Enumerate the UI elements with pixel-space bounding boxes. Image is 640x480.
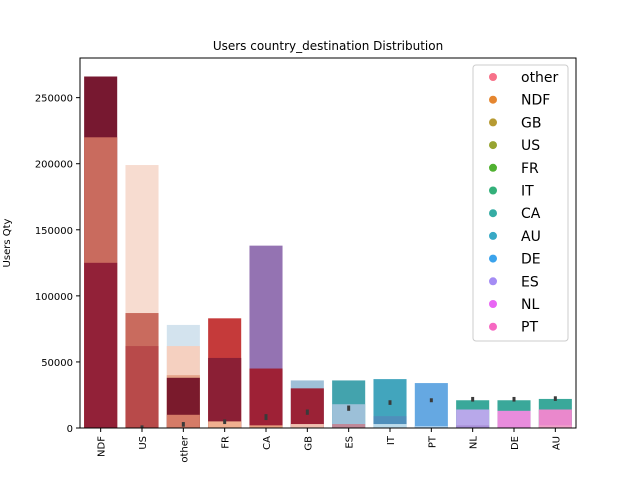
bar-pt-26 [414, 383, 448, 428]
x-tick-label: IT [386, 435, 397, 445]
bar-it-24 [373, 416, 407, 428]
chart-title: Users country_destination Distribution [213, 39, 443, 53]
legend-marker [489, 231, 497, 240]
bar-es-21 [332, 404, 366, 428]
bar-it-25 [373, 424, 407, 428]
x-tick-label: DE [510, 436, 521, 450]
bar-other-10 [166, 414, 200, 428]
legend-label: DE [521, 252, 541, 268]
bar-fr-12 [208, 357, 242, 428]
bar-nl-29 [456, 409, 490, 428]
y-tick-label: 50000 [41, 358, 73, 369]
bar-gb-19 [290, 424, 324, 428]
bar-ca-16 [249, 425, 283, 428]
bar-au-35 [538, 425, 572, 428]
x-tick-label: FR [221, 436, 232, 449]
legend-marker [489, 300, 497, 308]
legend-label: US [521, 138, 540, 154]
legend-frame [472, 64, 569, 342]
legend-label: NL [521, 297, 539, 313]
legend-marker [489, 209, 497, 218]
y-axis: 0 50000 100000 150000 200000 250000 [35, 94, 80, 435]
y-tick-label: 150000 [35, 226, 73, 237]
bars-layer [84, 76, 572, 429]
bar-pt-27 [414, 426, 448, 428]
error-bars-layer [140, 396, 557, 428]
bar-us-5 [125, 346, 159, 428]
y-axis-label: Users Qty [2, 218, 13, 267]
x-tick-label: PT [427, 435, 438, 448]
legend-label: CA [521, 206, 541, 222]
legend-marker [489, 141, 497, 150]
bar-de-32 [497, 410, 531, 428]
x-axis: NDF US other FR CA GB ES IT PT NL DE AU [97, 428, 562, 463]
legend-label: other [521, 70, 559, 86]
legend-marker [489, 118, 497, 127]
legend-label: IT [521, 184, 534, 200]
y-tick-label: 200000 [35, 160, 73, 171]
y-tick-label: 0 [67, 424, 73, 435]
legend-marker [489, 186, 497, 195]
legend-marker [489, 163, 497, 172]
legend: other NDF GB US FR IT CA AU DE ES NL PT [472, 64, 569, 342]
x-tick-label: other [179, 435, 190, 463]
legend-marker [489, 254, 497, 263]
legend-label: NDF [521, 93, 550, 109]
legend-label: PT [521, 320, 538, 336]
x-tick-label: CA [262, 436, 273, 450]
legend-marker [489, 95, 497, 104]
legend-label: GB [521, 115, 541, 131]
legend-label: AU [521, 229, 541, 245]
x-tick-label: NL [469, 436, 480, 449]
bar-au-34 [538, 409, 572, 428]
x-tick-label: AU [551, 436, 562, 450]
legend-marker [489, 73, 497, 81]
y-tick-label: 250000 [35, 94, 73, 105]
legend-marker [489, 322, 497, 331]
bar-fr-13 [208, 421, 242, 428]
x-tick-label: NDF [97, 436, 108, 457]
bar-ndf-2 [84, 262, 118, 428]
x-tick-label: ES [345, 436, 356, 449]
plot-frame [79, 57, 577, 429]
legend-label: FR [521, 161, 539, 177]
y-tick-label: 100000 [35, 292, 73, 303]
x-tick-label: US [138, 436, 149, 450]
bar-es-22 [332, 424, 366, 428]
legend-label: ES [521, 274, 539, 290]
x-tick-label: GB [303, 436, 314, 451]
bar-nl-30 [456, 425, 490, 428]
legend-marker [489, 277, 497, 286]
bar-gb-18 [290, 388, 324, 428]
